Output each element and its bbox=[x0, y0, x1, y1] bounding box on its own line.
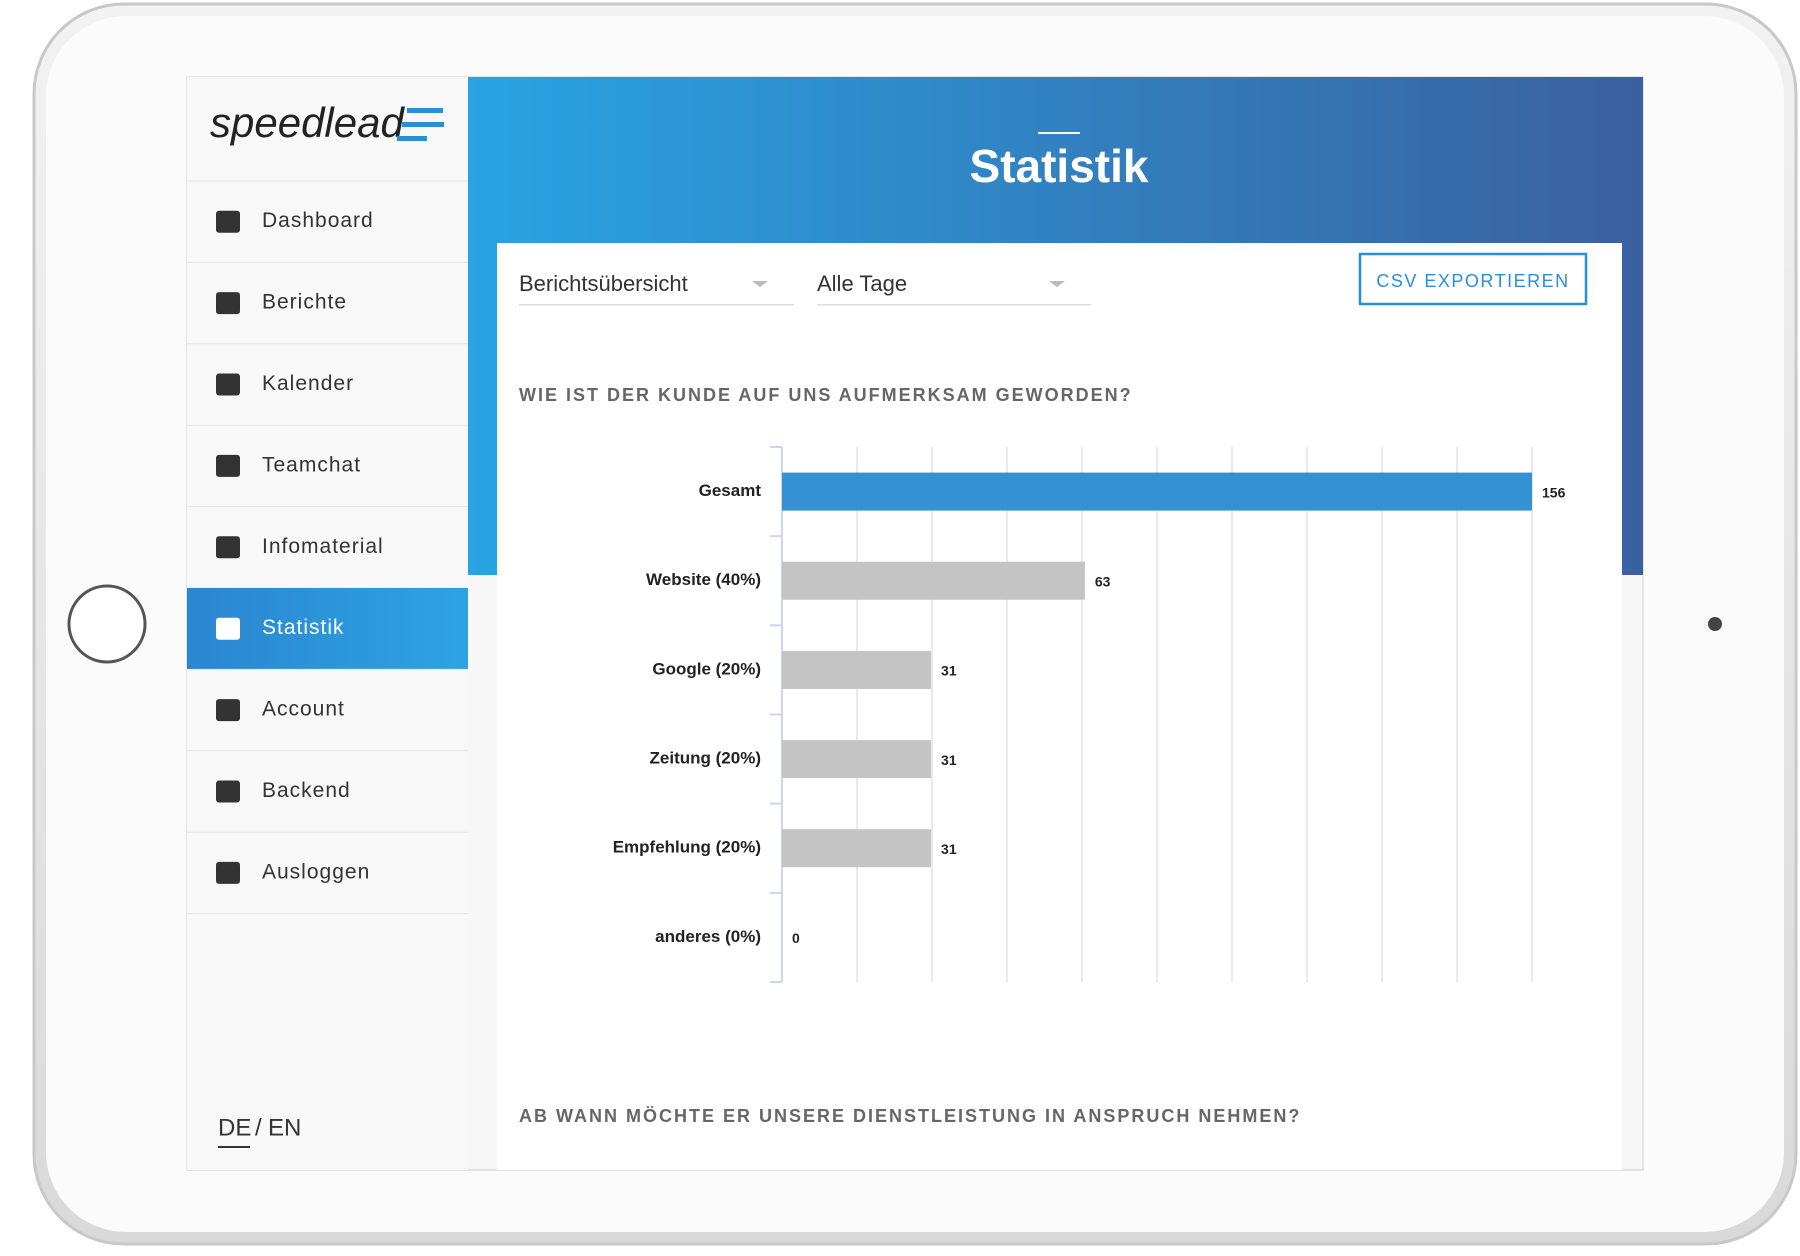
nav-item[interactable]: Statistik bbox=[262, 616, 345, 639]
nav-icon bbox=[216, 373, 240, 396]
category-label: Gesamt bbox=[699, 481, 762, 500]
nav-item[interactable]: Account bbox=[262, 698, 345, 721]
days-select[interactable]: Alle Tage bbox=[817, 271, 907, 296]
export-button[interactable] bbox=[1358, 252, 1588, 306]
bar bbox=[782, 740, 932, 779]
bar bbox=[782, 472, 1532, 511]
nav-icon bbox=[216, 861, 240, 884]
value-label: 63 bbox=[1095, 573, 1111, 589]
nav-icon bbox=[216, 536, 240, 559]
logo-mark bbox=[397, 108, 444, 141]
nav-item[interactable]: Kalender bbox=[262, 372, 354, 395]
dropdown-arrow bbox=[752, 281, 768, 287]
question-title: WIE IST DER KUNDE AUF UNS AUFMERKSAM GEW… bbox=[519, 385, 1133, 405]
lang-separator: / bbox=[255, 1114, 262, 1141]
bar bbox=[782, 650, 932, 689]
category-label: Zeitung (20%) bbox=[650, 749, 761, 768]
category-label: Empfehlung (20%) bbox=[613, 838, 761, 857]
value-label: 0 bbox=[792, 930, 800, 946]
home-button[interactable] bbox=[67, 584, 147, 664]
nav-item[interactable]: Backend bbox=[262, 779, 351, 802]
nav-icon bbox=[216, 292, 240, 315]
export-label[interactable]: CSV EXPORTIEREN bbox=[1376, 271, 1569, 291]
value-label: 31 bbox=[941, 841, 957, 857]
bar bbox=[782, 829, 932, 868]
category-label: anderes (0%) bbox=[655, 927, 761, 946]
nav-item[interactable]: Ausloggen bbox=[262, 860, 370, 883]
question-title: AB WANN MÖCHTE ER UNSERE DIENSTLEISTUNG … bbox=[519, 1106, 1301, 1126]
value-label: 31 bbox=[941, 752, 957, 768]
content-card bbox=[497, 243, 1622, 1170]
nav-icon bbox=[216, 617, 240, 640]
lang-en[interactable]: EN bbox=[268, 1114, 301, 1141]
nav-icon bbox=[216, 210, 240, 233]
nav-item[interactable]: Infomaterial bbox=[262, 535, 384, 558]
select-underline bbox=[817, 304, 1091, 306]
camera bbox=[1708, 617, 1722, 631]
bar bbox=[782, 561, 1085, 600]
nav-item[interactable]: Berichte bbox=[262, 291, 347, 314]
dropdown-arrow bbox=[1049, 281, 1065, 287]
lang-underline bbox=[218, 1146, 250, 1148]
nav-item[interactable]: Dashboard bbox=[262, 209, 374, 232]
nav-icon bbox=[216, 699, 240, 722]
lang-de[interactable]: DE bbox=[218, 1114, 251, 1141]
category-label: Website (40%) bbox=[646, 570, 761, 589]
value-label: 156 bbox=[1542, 484, 1566, 500]
category-label: Google (20%) bbox=[652, 659, 761, 678]
logo[interactable]: speedlead bbox=[210, 99, 405, 146]
nav-item[interactable]: Teamchat bbox=[262, 453, 361, 476]
nav-icon bbox=[216, 454, 240, 477]
nav-icon bbox=[216, 780, 240, 803]
page-title: Statistik bbox=[970, 140, 1149, 192]
report-select[interactable]: Berichtsübersicht bbox=[519, 271, 688, 296]
title-rule bbox=[1038, 132, 1080, 134]
value-label: 31 bbox=[941, 663, 957, 679]
select-underline bbox=[519, 304, 794, 306]
